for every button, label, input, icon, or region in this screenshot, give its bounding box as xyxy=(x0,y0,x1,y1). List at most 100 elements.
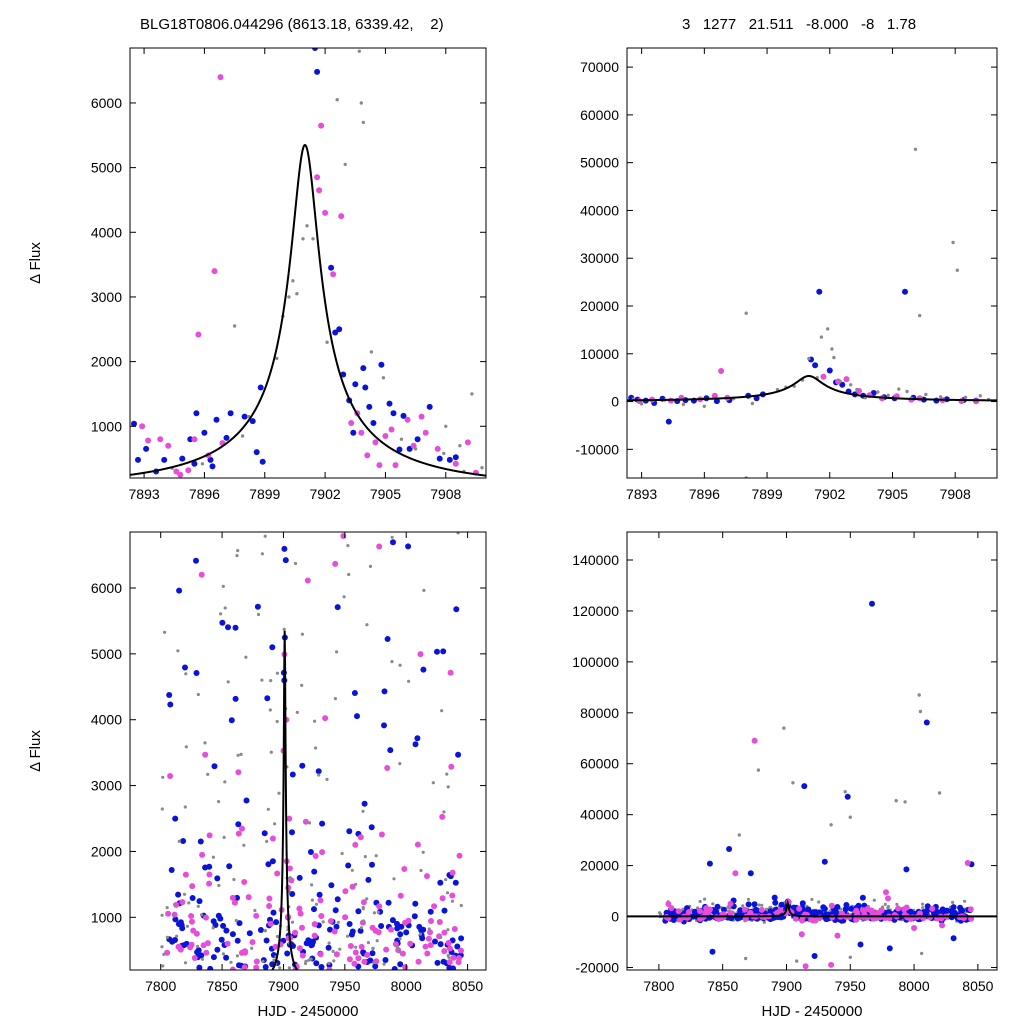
data-point xyxy=(924,392,928,397)
data-point xyxy=(330,271,337,278)
data-point xyxy=(193,670,200,676)
data-point xyxy=(302,818,309,825)
data-point xyxy=(939,922,946,929)
data-point xyxy=(217,883,221,888)
data-point xyxy=(872,898,876,902)
data-point xyxy=(843,376,850,383)
data-point xyxy=(245,894,252,901)
y-tick-label: 60000 xyxy=(580,107,619,123)
y-axis-label: Δ Flux xyxy=(27,730,44,772)
data-point xyxy=(311,868,318,875)
data-point xyxy=(376,462,383,469)
data-point xyxy=(335,650,339,654)
y-tick-label: 5000 xyxy=(91,646,122,662)
data-point xyxy=(414,841,421,848)
data-point xyxy=(239,825,245,832)
data-point xyxy=(325,340,329,344)
data-point xyxy=(665,901,672,907)
data-point xyxy=(220,922,227,929)
data-point xyxy=(162,952,166,957)
data-point xyxy=(427,942,434,949)
data-point xyxy=(223,606,227,610)
data-point xyxy=(747,909,754,916)
data-point xyxy=(312,48,318,51)
lightcurve-zoom-full-range: 7893 7896 7899 7902 7905 7908 -10000 0 10000 2000… xyxy=(575,47,998,502)
data-point xyxy=(284,950,291,957)
data-point xyxy=(771,894,778,901)
data-point xyxy=(902,288,908,295)
data-point xyxy=(937,791,942,795)
data-point xyxy=(762,920,766,924)
data-point xyxy=(821,905,828,912)
x-tick-label: 7950 xyxy=(835,978,866,994)
data-point xyxy=(232,324,237,328)
data-point xyxy=(160,807,164,811)
data-point xyxy=(714,903,721,910)
data-point xyxy=(177,839,181,843)
data-point xyxy=(436,919,443,925)
x-tick-label: 7900 xyxy=(268,978,299,994)
data-point xyxy=(346,934,350,938)
data-point xyxy=(340,371,347,378)
data-point xyxy=(232,695,239,702)
y-tick-label: 120000 xyxy=(572,603,619,619)
data-point xyxy=(253,449,260,456)
data-point xyxy=(895,905,902,912)
data-point xyxy=(774,909,781,916)
data-point xyxy=(304,577,311,584)
data-point xyxy=(702,910,709,917)
data-point xyxy=(241,879,248,885)
data-point xyxy=(370,420,377,426)
data-point xyxy=(726,846,733,852)
data-point xyxy=(675,908,682,915)
data-point xyxy=(267,920,274,927)
data-point xyxy=(354,882,358,886)
data-point xyxy=(223,954,230,961)
data-point xyxy=(164,949,171,956)
data-point xyxy=(365,876,372,883)
data-point xyxy=(325,944,332,951)
data-point xyxy=(792,915,799,922)
data-point xyxy=(907,908,914,915)
data-point xyxy=(236,549,240,553)
data-point xyxy=(392,941,399,948)
data-point xyxy=(182,871,189,878)
data-point xyxy=(206,832,213,839)
data-point xyxy=(361,958,368,965)
data-point xyxy=(256,612,261,617)
data-point xyxy=(446,945,453,952)
data-point xyxy=(426,403,433,410)
plot-frame xyxy=(626,531,998,971)
data-point xyxy=(293,561,298,566)
data-point xyxy=(270,909,277,916)
data-point xyxy=(782,726,786,730)
data-point xyxy=(442,451,446,456)
data-point xyxy=(352,949,359,956)
data-point xyxy=(923,719,930,726)
data-point xyxy=(195,944,200,949)
data-point xyxy=(332,907,339,914)
data-point xyxy=(812,362,819,369)
data-point xyxy=(848,905,855,912)
y-tick-label: 1000 xyxy=(91,418,122,434)
data-point xyxy=(311,906,317,913)
data-point xyxy=(334,896,341,903)
data-point xyxy=(139,423,146,430)
data-point xyxy=(288,876,292,880)
data-point xyxy=(261,830,268,837)
data-point xyxy=(451,926,458,932)
data-point xyxy=(206,772,210,777)
data-point xyxy=(291,279,295,283)
data-point xyxy=(336,920,340,924)
data-point xyxy=(200,942,207,949)
data-point xyxy=(296,945,303,952)
data-point xyxy=(830,347,834,351)
data-point xyxy=(263,937,270,944)
data-point xyxy=(415,958,422,965)
data-point xyxy=(143,445,150,452)
data-point xyxy=(844,793,851,800)
data-point xyxy=(747,870,754,877)
data-point xyxy=(332,959,336,963)
data-point xyxy=(236,962,242,969)
data-point xyxy=(218,936,225,943)
